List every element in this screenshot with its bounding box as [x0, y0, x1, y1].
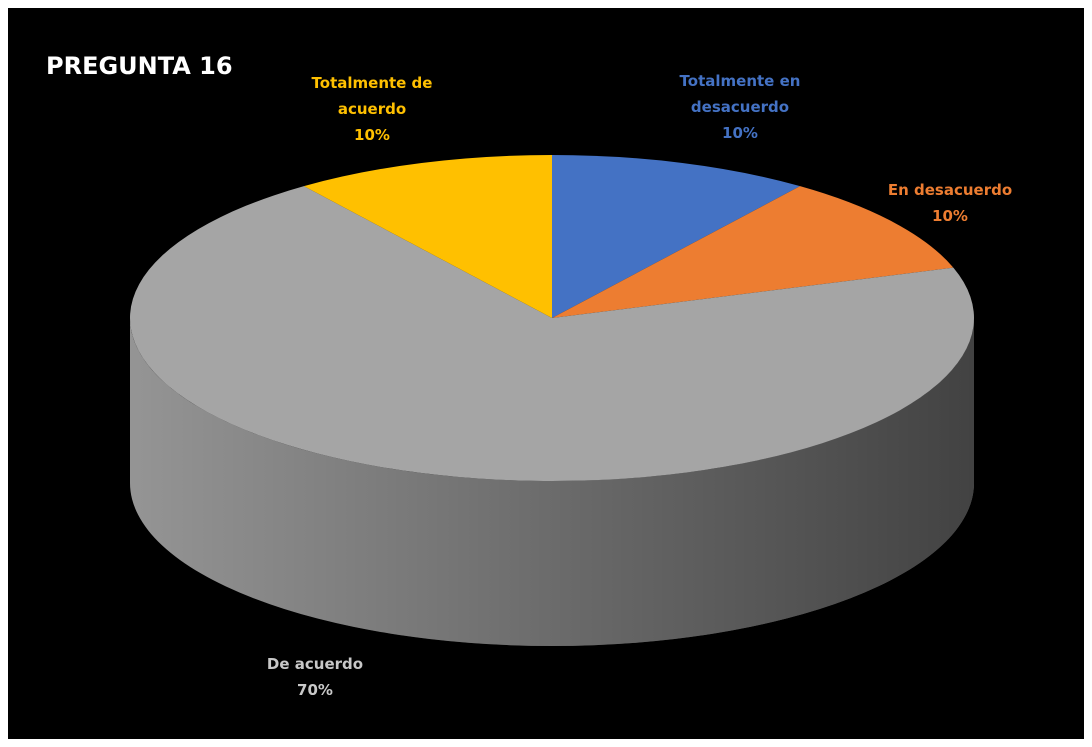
slice: [552, 155, 801, 318]
value-label: 70%: [297, 681, 333, 699]
data-label: Totalmente en desacuerdo 10%: [650, 68, 830, 146]
data-label: Totalmente de acuerdo 10%: [282, 70, 462, 148]
chart-title: PREGUNTA 16: [46, 52, 233, 80]
category-label: En desacuerdo: [887, 181, 1013, 199]
value-label: 10%: [354, 126, 390, 144]
category-label: Totalmente en desacuerdo: [679, 72, 801, 116]
data-label: De acuerdo 70%: [220, 651, 410, 703]
slice-side-shade: [130, 318, 974, 646]
category-label: Totalmente de acuerdo: [311, 74, 433, 118]
value-label: 10%: [722, 124, 758, 142]
slice: [552, 186, 954, 318]
slice: [129, 186, 974, 481]
slice: [303, 155, 552, 318]
value-label: 10%: [932, 207, 968, 225]
category-label: De acuerdo: [266, 655, 364, 673]
data-label: En desacuerdo 10%: [860, 177, 1040, 229]
